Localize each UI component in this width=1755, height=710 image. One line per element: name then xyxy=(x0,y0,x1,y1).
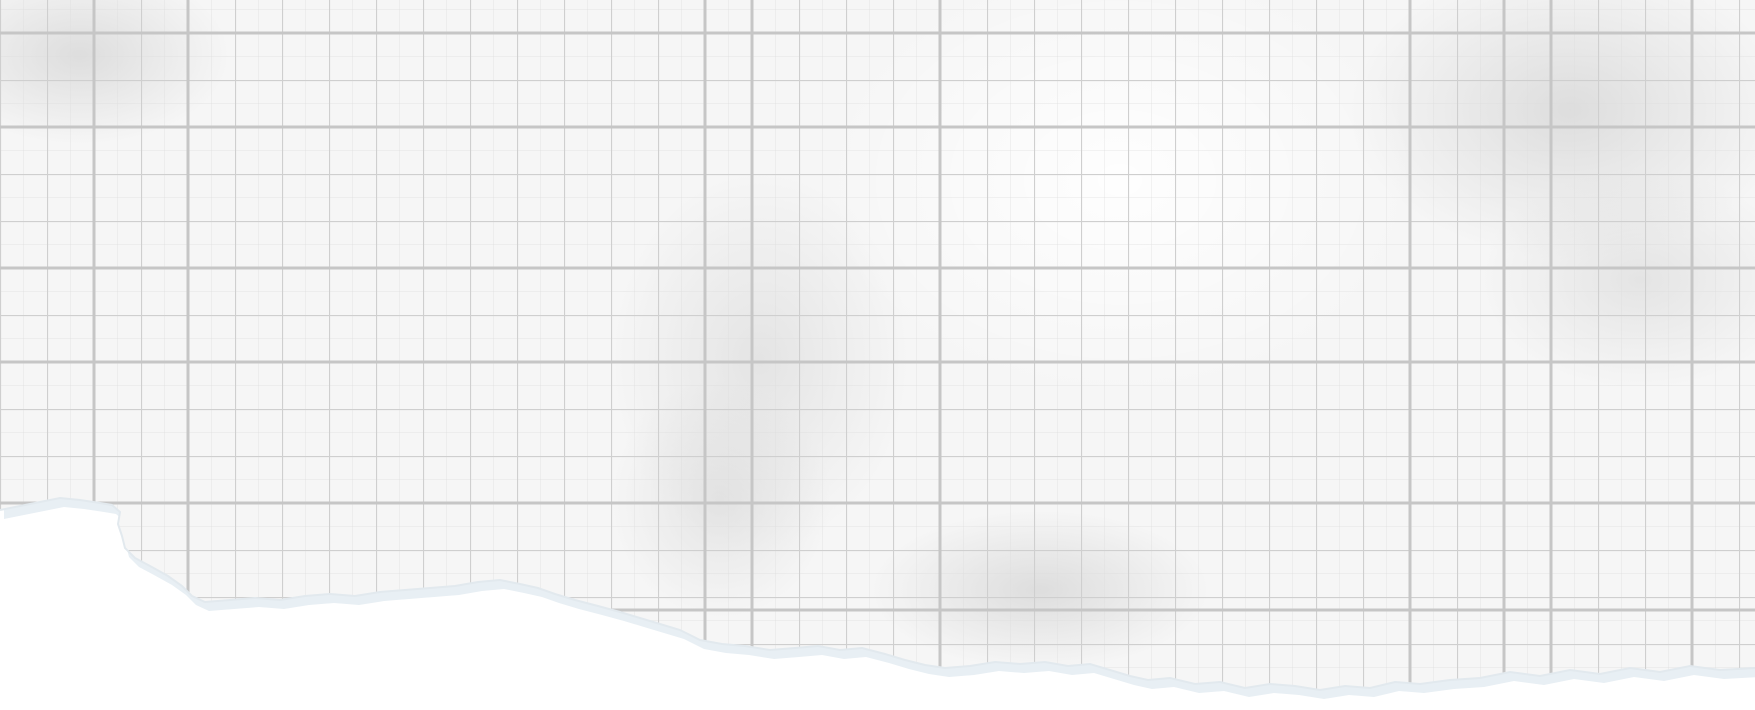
torn-edge xyxy=(0,496,1755,692)
